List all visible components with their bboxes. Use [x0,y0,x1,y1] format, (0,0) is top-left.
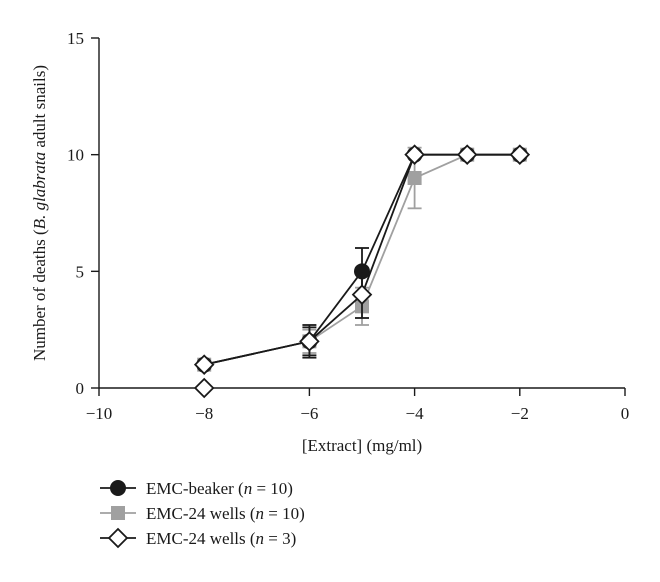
text-part: = 10) [252,479,293,498]
legend-label: EMC-24 wells (n = 10) [146,504,305,523]
y-tick-label: 5 [76,262,85,281]
y-axis-label: Number of deaths (B. glabrata adult snai… [30,65,49,361]
legend-item: EMC-24 wells (n = 3) [100,527,296,549]
text-part: B. glabrata [30,152,49,229]
x-tick-label: −2 [511,404,529,423]
marker-diamond [456,144,478,165]
text-part: = 10) [264,504,305,523]
legend-item: EMC-beaker (n = 10) [100,479,293,498]
series-layer [193,144,531,399]
text-part: n [256,504,265,523]
y-tick-label: 15 [67,29,84,48]
legend-label: EMC-beaker (n = 10) [146,479,293,498]
x-tick-label: −8 [195,404,213,423]
series-circle [196,146,528,373]
marker-diamond [404,144,425,165]
x-axis-label: [Extract] (mg/ml) [302,436,422,455]
x-tick-label: −10 [86,404,113,423]
y-tick-label: 10 [67,146,84,165]
series-diamond [193,144,531,399]
legend-label: EMC-24 wells (n = 3) [146,529,296,548]
marker-diamond [351,284,373,305]
marker-diamond [193,377,215,399]
marker-circle [110,480,126,496]
marker-diamond [299,331,320,352]
y-tick-label: 0 [76,379,85,398]
text-part: adult snails) [30,65,49,152]
x-tick-label: −4 [406,404,425,423]
text-part: EMC-24 wells ( [146,504,256,523]
text-part: n [244,479,253,498]
marker-square [407,171,422,185]
text-part: EMC-beaker ( [146,479,244,498]
text-part: EMC-24 wells ( [146,529,256,548]
marker-diamond [509,144,531,165]
marker-diamond [107,527,129,549]
marker-square [111,506,125,520]
legend: EMC-beaker (n = 10)EMC-24 wells (n = 10)… [100,479,305,549]
x-tick-label: −6 [300,404,318,423]
axes: −10 −8 −6 −4 −2 0 0 5 10 15 [Extract] (mg/ml) Numbe… [30,29,629,455]
text-part: Number of deaths ( [30,229,49,361]
text-part: n [256,529,265,548]
x-tick-label: 0 [621,404,630,423]
marker-diamond [193,354,215,375]
text-part: = 3) [264,529,296,548]
legend-item: EMC-24 wells (n = 10) [100,504,305,523]
